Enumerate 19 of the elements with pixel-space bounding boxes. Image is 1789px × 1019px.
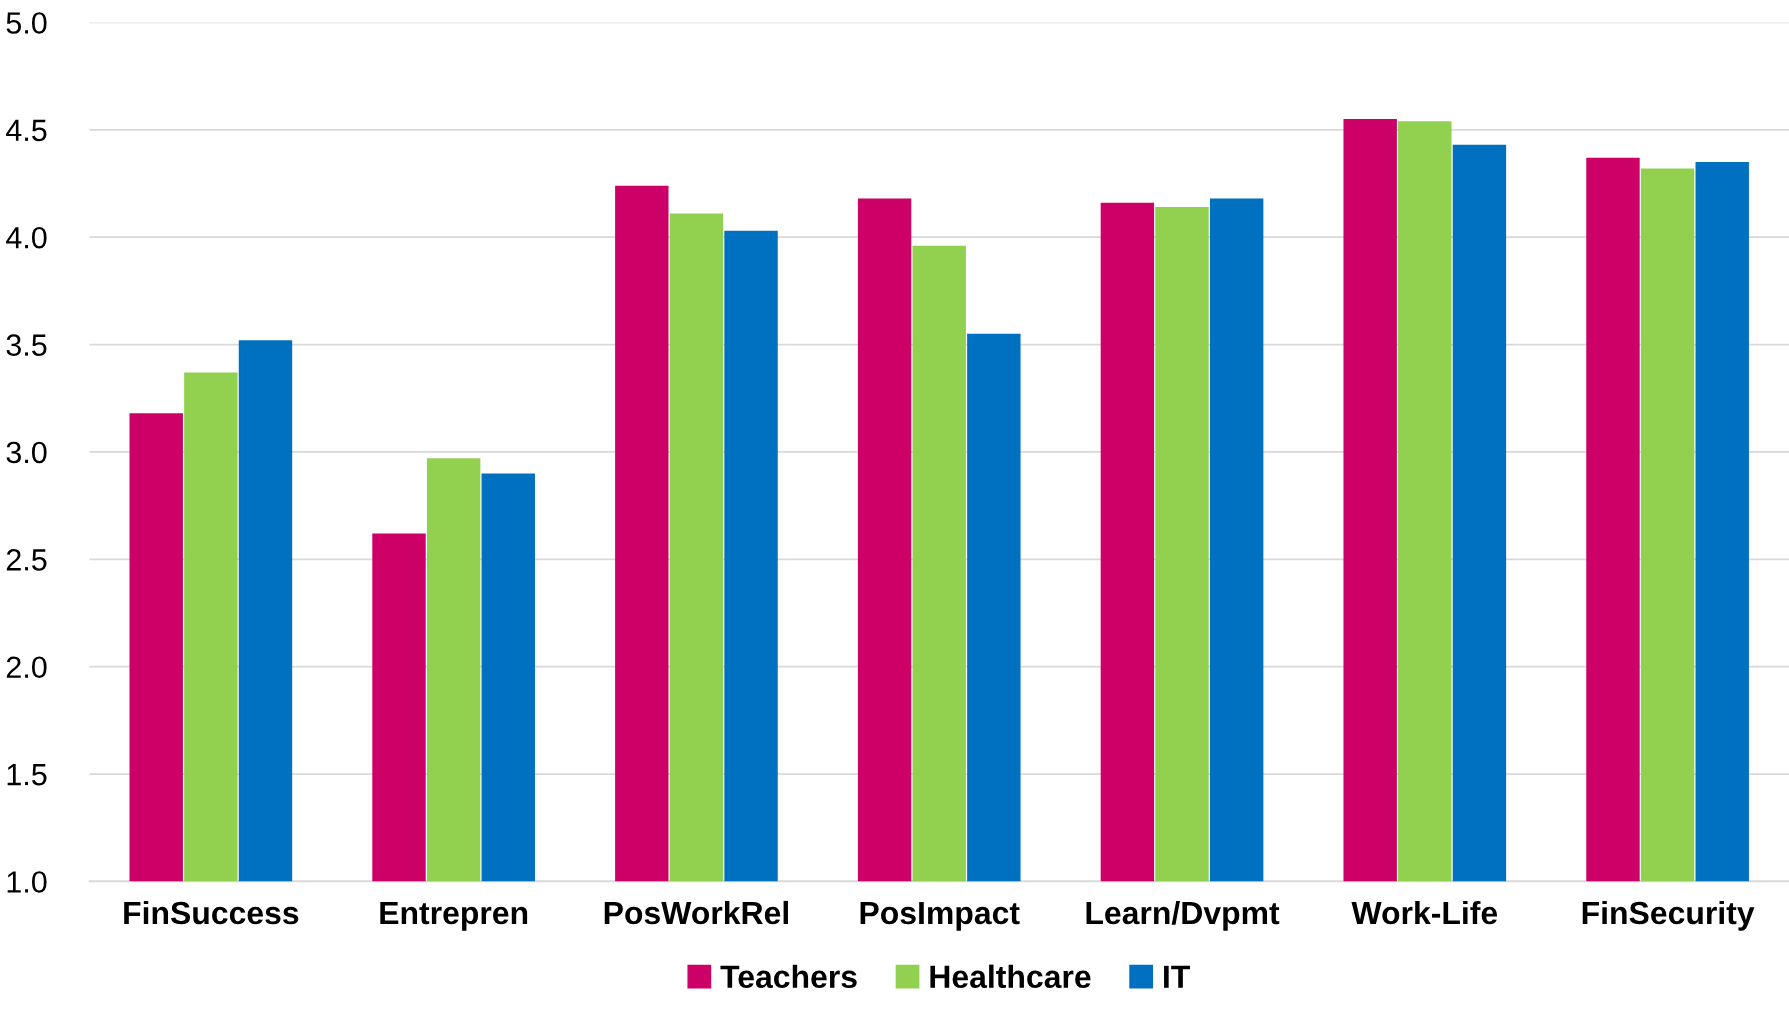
x-tick-label: FinSuccess [124, 900, 299, 925]
y-tick-label: 3.0 [6, 441, 47, 464]
x-tick-label: PosWorkRel [604, 900, 788, 925]
y-tick-label: 4.0 [6, 226, 47, 249]
y-tick-label: 5.0 [6, 12, 47, 34]
x-tick-label: FinSecurity [1582, 900, 1755, 931]
y-tick-label: 1.5 [7, 764, 47, 786]
y-tick-label: 4.5 [6, 119, 47, 142]
x-tick-label: Work-Life [1351, 900, 1498, 925]
legend-label: Teachers [720, 964, 857, 989]
y-tick-label: 3.5 [6, 334, 47, 356]
x-tick-label: PosImpact [860, 902, 1020, 931]
legend-label: IT [1164, 965, 1190, 988]
y-tick-label: 1.0 [7, 871, 47, 893]
y-tick-label: 2.0 [6, 656, 47, 679]
y-tick-label: 2.5 [6, 549, 47, 571]
legend-label: Healthcare [930, 964, 1091, 989]
x-tick-label: Learn/Dvpmt [1086, 900, 1280, 931]
x-tick-label: Entrepren [380, 902, 528, 931]
